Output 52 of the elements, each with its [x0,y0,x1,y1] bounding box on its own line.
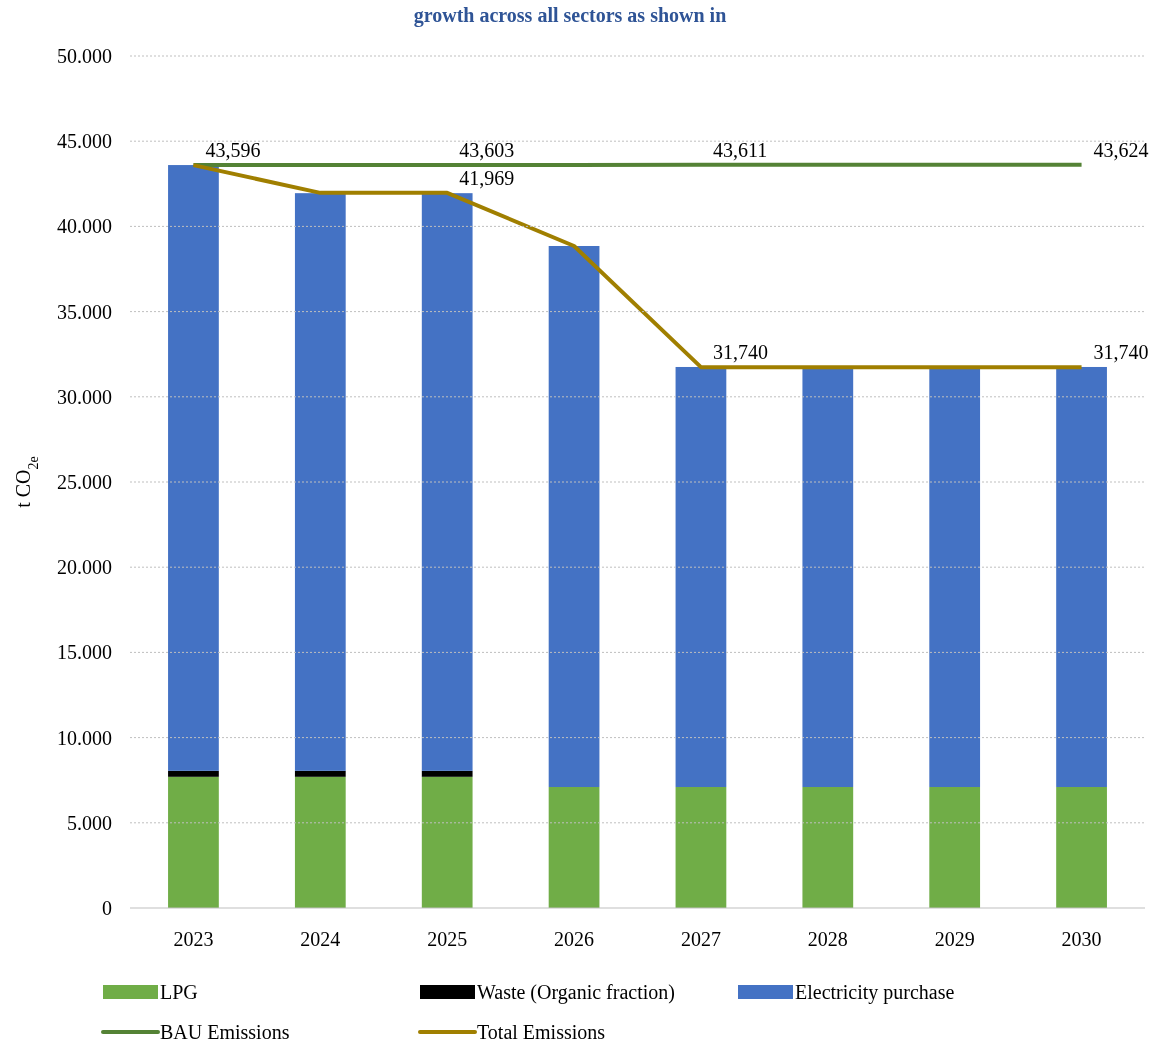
bar [168,776,219,908]
bar [929,366,981,788]
bar [675,787,727,908]
y-tick-label: 40.000 [57,215,112,238]
x-tick-label: 2024 [300,928,341,950]
y-tick-label: 10.000 [57,726,112,749]
legend-label: Electricity purchase [795,981,955,1004]
bar [168,165,219,771]
x-tick-label: 2029 [934,928,975,950]
bar [421,770,473,777]
x-tick-label: 2027 [680,928,721,950]
legend-label: Total Emissions [477,1021,606,1043]
y-tick-label: 5.000 [67,811,112,834]
bar [1056,366,1107,788]
x-tick-label: 2028 [807,928,848,950]
x-tick-label: 2030 [1061,928,1102,950]
bar [675,366,727,788]
y-tick-label: 35.000 [57,300,112,323]
bar [929,787,981,908]
x-tick-label: 2025 [427,928,468,950]
y-tick-label: 0 [102,897,112,919]
annotation: 43,624 [1093,138,1149,161]
bar [421,776,473,908]
legend-label: Waste (Organic fraction) [477,981,675,1004]
legend-label: BAU Emissions [160,1021,290,1043]
annotation: 41,969 [459,166,515,189]
bar [548,246,600,788]
legend-label: LPG [160,981,198,1003]
annotation: 31,740 [712,341,768,364]
x-tick-label: 2026 [554,928,595,950]
bar [1056,787,1107,908]
bar [548,787,600,908]
y-tick-label: 15.000 [57,641,112,664]
x-tick-label: 2023 [173,928,214,950]
bar [802,366,854,788]
bar [168,770,219,777]
bar [294,770,346,777]
bar [421,193,473,771]
bar [294,776,346,908]
line-series [191,163,1084,370]
y-tick-label: 45.000 [57,130,112,153]
annotation: 43,611 [712,138,768,161]
annotation: 31,740 [1093,341,1149,364]
chart-title: growth across all sectors as shown in [413,4,727,27]
y-tick-label: 30.000 [57,385,112,408]
bar [802,787,854,908]
y-tick-label: 50.000 [57,45,112,67]
annotation: 43,603 [459,139,515,161]
annotation: 43,596 [205,139,261,162]
y-tick-label: 20.000 [57,556,112,579]
y-tick-label: 25.000 [57,471,112,493]
bar [294,193,346,771]
